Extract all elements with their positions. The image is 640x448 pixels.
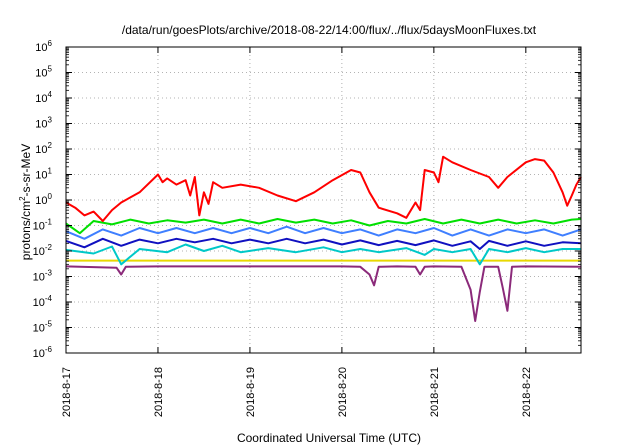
y-tick-label: 105: [35, 65, 52, 80]
series-line-3: [65, 243, 581, 266]
y-tick-label: 10-1: [33, 218, 53, 233]
series-line-2: [65, 218, 582, 235]
plot-border: [65, 46, 582, 354]
x-tick-label: 2018-8-22: [521, 367, 533, 417]
y-tick-label: 10-3: [33, 269, 53, 284]
y-tick-label-sup: -4: [45, 294, 53, 303]
y-axis-title: protons/cm2-s-sr-MeV: [18, 144, 33, 260]
y-tick-label-base: 10: [35, 42, 47, 54]
x-tick-label: 2018-8-17: [61, 367, 73, 417]
series-line-4: [65, 225, 582, 240]
series-lines: [65, 155, 582, 322]
x-tick-label: 2018-8-21: [429, 367, 441, 417]
series-line-5: [65, 237, 582, 250]
x-tick-labels: 2018-8-17 2018-8-18 2018-8-19 2018-8-20 2018…: [61, 367, 533, 417]
y-tick-label-base: 10: [35, 68, 47, 80]
y-tick-label: 10-4: [33, 294, 53, 309]
y-tick-label-base: 10: [35, 144, 47, 156]
y-tick-label-base: 10: [33, 323, 45, 335]
y-tick-label-sup: -3: [45, 269, 53, 278]
y-axis-title-rest: -s-sr-MeV: [19, 144, 33, 197]
x-tick-label: 2018-8-19: [245, 367, 257, 417]
x-tick-label: 2018-8-20: [337, 367, 349, 417]
y-tick-label-sup: 3: [48, 116, 53, 125]
y-tick-labels: 10-610-510-410-310-210-11001011021031041…: [33, 39, 53, 360]
y-tick-label-base: 10: [35, 119, 47, 131]
x-axis-title: Coordinated Universal Time (UTC): [237, 431, 421, 445]
grid-lines: [66, 47, 581, 353]
y-axis-title-base: protons/cm: [19, 201, 33, 260]
y-tick-label-sup: 0: [48, 192, 53, 201]
y-tick-label-sup: -5: [45, 320, 53, 329]
y-tick-label-base: 10: [33, 297, 45, 309]
y-axis-title-sup: 2: [18, 196, 27, 201]
y-tick-label: 104: [35, 90, 52, 105]
y-tick-label: 10-2: [33, 243, 53, 258]
y-tick-label-base: 10: [35, 195, 47, 207]
y-tick-label-sup: 1: [48, 167, 53, 176]
y-tick-label-sup: 4: [48, 90, 53, 99]
x-tick-label: 2018-8-18: [153, 367, 165, 417]
y-tick-label-sup: 5: [48, 65, 53, 74]
y-tick-label: 100: [35, 192, 52, 207]
y-tick-label: 101: [35, 167, 52, 182]
y-tick-label: 10-5: [33, 320, 53, 335]
y-tick-label-sup: -1: [45, 218, 53, 227]
y-tick-label-base: 10: [33, 246, 45, 258]
y-tick-label-base: 10: [33, 272, 45, 284]
y-tick-label: 106: [35, 39, 52, 54]
y-tick-label-sup: 6: [48, 39, 53, 48]
y-tick-label: 10-6: [33, 345, 53, 360]
y-tick-label: 102: [35, 141, 52, 156]
series-line-6: [65, 265, 582, 322]
y-tick-label-base: 10: [35, 170, 47, 182]
axis-ticks: [65, 46, 581, 354]
y-tick-label-sup: 2: [48, 141, 53, 150]
y-tick-label-base: 10: [35, 93, 47, 105]
series-line-7: [65, 155, 582, 222]
y-tick-label-base: 10: [33, 348, 45, 360]
y-tick-label-base: 10: [33, 221, 45, 233]
y-tick-label-sup: -2: [45, 243, 53, 252]
y-tick-label-sup: -6: [45, 345, 53, 354]
chart-title: /data/run/goesPlots/archive/2018-08-22/1…: [122, 23, 537, 37]
y-tick-label: 103: [35, 116, 52, 131]
